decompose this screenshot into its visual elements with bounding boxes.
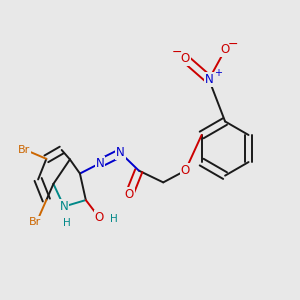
Text: −: − — [172, 46, 182, 59]
Text: Br: Br — [18, 145, 30, 155]
Text: −: − — [228, 38, 238, 50]
Text: H: H — [63, 218, 71, 228]
Text: O: O — [95, 211, 104, 224]
Text: H: H — [110, 214, 118, 224]
Text: O: O — [181, 52, 190, 65]
Text: O: O — [181, 164, 190, 177]
Text: N: N — [96, 157, 104, 170]
Text: O: O — [220, 44, 230, 56]
Text: Br: Br — [29, 217, 41, 227]
Text: +: + — [214, 68, 222, 78]
Text: N: N — [116, 146, 125, 159]
Text: N: N — [205, 73, 213, 86]
Text: O: O — [125, 188, 134, 201]
Text: N: N — [60, 200, 68, 213]
